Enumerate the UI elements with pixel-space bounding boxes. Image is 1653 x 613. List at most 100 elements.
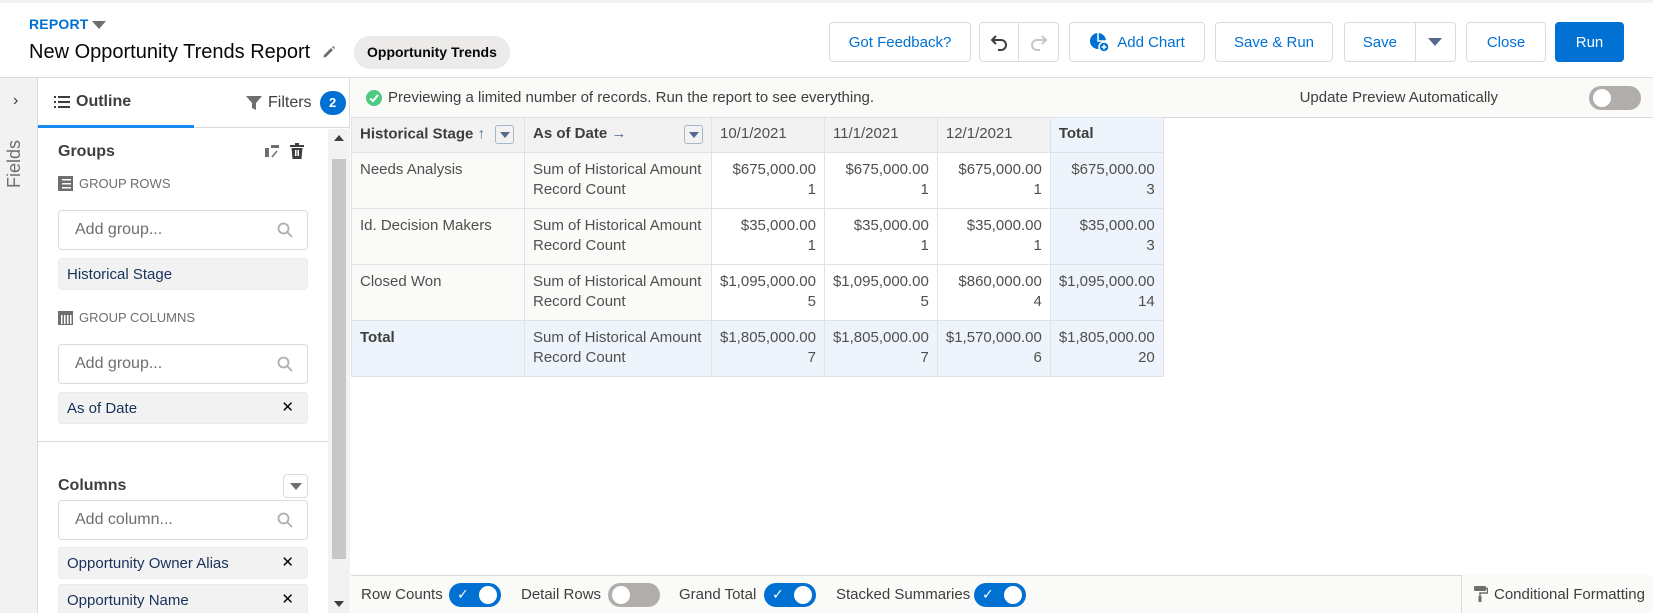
amount: $675,000.00 [845, 161, 929, 178]
columns-title: Columns [58, 477, 127, 494]
count: 1 [920, 181, 929, 198]
fields-label[interactable]: Fields [4, 139, 24, 188]
list-icon [54, 95, 70, 108]
panel-tabs: Outline Filters 2 [38, 78, 350, 128]
header-historical-stage[interactable]: Historical Stage ↑ [351, 117, 525, 153]
auto-preview-toggle[interactable] [1589, 86, 1641, 110]
check-icon: ✓ [982, 586, 994, 602]
object-label[interactable]: REPORT [29, 16, 89, 32]
outline-body: Groups GROUP ROWS Add group... Historica… [38, 129, 328, 613]
save-run-button[interactable]: Save & Run [1215, 22, 1333, 62]
row-counts-toggle[interactable]: ✓ [449, 583, 501, 607]
add-group-rows-input[interactable]: Add group... [58, 210, 308, 250]
preview-info-bar: Previewing a limited number of records. … [351, 78, 1653, 118]
stage-cell: Closed Won [351, 264, 525, 321]
count: 1 [1033, 181, 1042, 198]
count: 3 [1146, 237, 1155, 254]
redo-button[interactable] [1019, 23, 1058, 61]
amount: $1,805,000.00 [720, 329, 816, 346]
column-menu-icon[interactable] [684, 125, 703, 144]
remove-icon[interactable]: ✕ [281, 399, 294, 416]
measure-label: Sum of Historical Amount [533, 217, 702, 234]
column-menu-icon[interactable] [495, 125, 515, 144]
header-label: Historical Stage [360, 125, 474, 143]
count: 1 [807, 181, 816, 198]
detail-rows-toggle[interactable] [608, 583, 660, 607]
group-rows-icon [58, 176, 73, 191]
add-chart-button[interactable]: Add Chart [1069, 22, 1205, 62]
run-button[interactable]: Run [1555, 22, 1624, 62]
amount: $1,805,000.00 [832, 329, 929, 346]
chevron-right-icon[interactable]: › [13, 92, 19, 109]
stacked-summaries-toggle[interactable]: ✓ [974, 583, 1026, 607]
header-as-of-date[interactable]: As of Date → [524, 117, 712, 153]
add-column-placeholder: Add column... [75, 511, 173, 528]
scroll-up-icon[interactable] [334, 135, 344, 141]
fields-rail[interactable]: › Fields [0, 78, 38, 613]
save-menu-button[interactable] [1416, 23, 1455, 61]
object-menu-caret-icon[interactable] [92, 21, 106, 29]
tab-outline[interactable]: Outline [38, 78, 194, 128]
column-item[interactable]: Opportunity Name ✕ [58, 584, 308, 613]
detail-rows-label: Detail Rows [521, 586, 602, 603]
pencil-icon[interactable] [322, 45, 336, 59]
group-column-item[interactable]: As of Date ✕ [58, 392, 308, 424]
group-row-item[interactable]: Historical Stage [58, 258, 308, 290]
table-row: Closed Won Sum of Historical Amount Recor… [351, 264, 1164, 321]
scroll-down-icon[interactable] [334, 601, 344, 607]
add-column-input[interactable]: Add column... [58, 500, 308, 540]
add-group-rows-placeholder: Add group... [75, 221, 163, 238]
scroll-thumb[interactable] [332, 159, 346, 559]
value-cell: $35,000.00 1 [936, 208, 1051, 265]
toggle-knob [612, 586, 630, 604]
undo-redo-group [979, 22, 1059, 62]
groups-title: Groups [58, 143, 115, 160]
report-matrix-table: Historical Stage ↑ As of Date → 10/1/202… [351, 117, 1164, 377]
redo-icon [1030, 35, 1047, 51]
chevron-down-icon [1428, 38, 1443, 46]
tab-outline-label: Outline [76, 92, 132, 110]
column-item-label: Opportunity Owner Alias [67, 554, 229, 572]
group-row-item-label: Historical Stage [67, 265, 173, 283]
group-columns-label: GROUP COLUMNS [79, 310, 196, 325]
value-cell: $35,000.00 1 [823, 208, 938, 265]
row-counts-label: Row Counts [361, 586, 443, 603]
column-item[interactable]: Opportunity Owner Alias ✕ [58, 547, 308, 579]
add-group-columns-input[interactable]: Add group... [58, 344, 308, 384]
swap-groups-icon[interactable] [265, 145, 279, 159]
undo-button[interactable] [980, 23, 1020, 61]
tab-filters-label: Filters [268, 94, 312, 111]
group-columns-icon [58, 310, 73, 325]
count: 1 [1033, 237, 1042, 254]
save-button[interactable]: Save [1345, 23, 1416, 61]
trash-icon[interactable] [290, 143, 304, 159]
measure-cell: Sum of Historical Amount Record Count [524, 264, 712, 321]
value-cell: $1,095,000.00 5 [823, 264, 938, 321]
remove-icon[interactable]: ✕ [281, 554, 294, 571]
measure-label: Record Count [533, 237, 626, 254]
header-date: 11/1/2021 [823, 117, 938, 153]
panel-scrollbar[interactable] [328, 129, 350, 613]
measure-label: Sum of Historical Amount [533, 161, 702, 178]
total-cell: $35,000.00 3 [1049, 208, 1164, 265]
save-label: Save [1362, 33, 1397, 51]
measure-label: Record Count [533, 349, 626, 366]
conditional-formatting-button[interactable]: Conditional Formatting [1461, 575, 1653, 613]
amount: $675,000.00 [732, 161, 816, 178]
search-icon [277, 356, 293, 372]
grand-total-toggle[interactable]: ✓ [764, 583, 816, 607]
remove-icon[interactable]: ✕ [281, 591, 294, 608]
conditional-formatting-label: Conditional Formatting [1494, 585, 1645, 603]
count: 14 [1138, 293, 1155, 310]
table-row: Needs Analysis Sum of Historical Amount R… [351, 152, 1164, 209]
measure-label: Record Count [533, 293, 626, 310]
count: 4 [1033, 293, 1042, 310]
group-rows-label: GROUP ROWS [79, 176, 171, 191]
search-icon [277, 512, 293, 528]
close-button[interactable]: Close [1466, 22, 1546, 62]
feedback-button[interactable]: Got Feedback? [829, 22, 971, 62]
tab-filters[interactable]: Filters 2 [194, 78, 350, 128]
report-type-badge: Opportunity Trends [354, 36, 510, 69]
search-icon [277, 222, 293, 238]
columns-menu-button[interactable] [283, 474, 308, 498]
